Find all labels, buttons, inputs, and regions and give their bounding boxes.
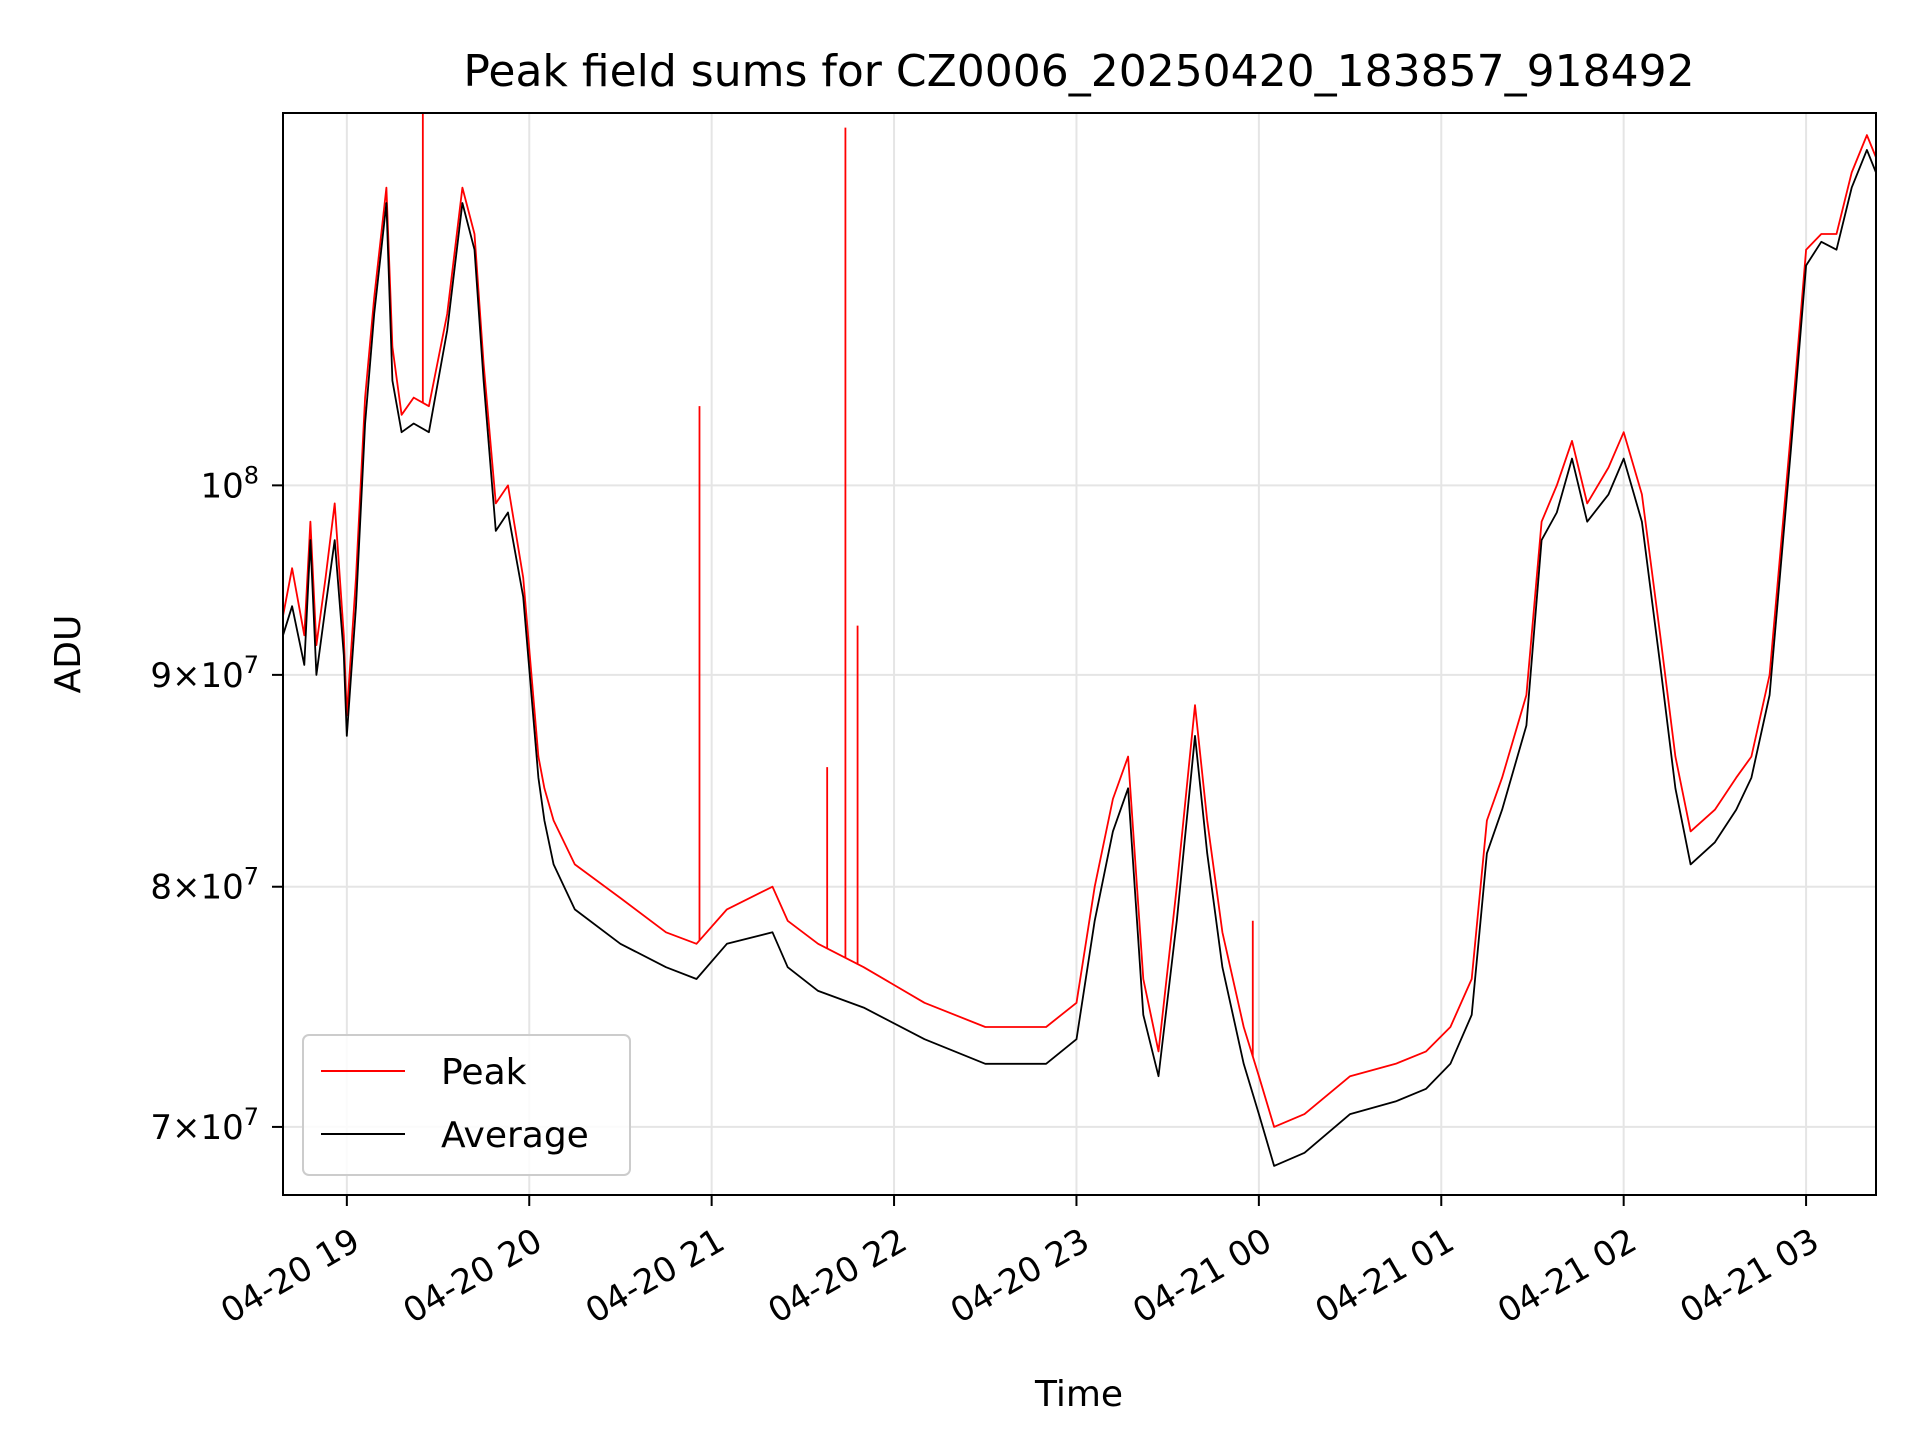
series-line-average (283, 149, 1876, 1167)
y-tick-label: 9×107 (150, 651, 259, 696)
y-tick-label: 7×107 (150, 1103, 259, 1148)
y-axis: 7×107 8×107 9×107 108 (150, 461, 283, 1148)
y-axis-title: ADU (48, 615, 89, 694)
chart-title: Peak field sums for CZ0006_20250420_1838… (463, 46, 1694, 97)
y-tick-label: 8×107 (150, 863, 259, 908)
x-axis-title: Time (1034, 1374, 1123, 1415)
y-tick-label: 108 (200, 461, 259, 506)
plot-frame (282, 112, 1877, 1196)
legend-label-average: Average (441, 1115, 589, 1156)
legend: Peak Average (302, 1034, 631, 1176)
series-line-peak (283, 134, 1876, 1128)
grid (283, 113, 1876, 1195)
legend-label-peak: Peak (441, 1052, 527, 1093)
series-layer (283, 113, 1876, 1167)
